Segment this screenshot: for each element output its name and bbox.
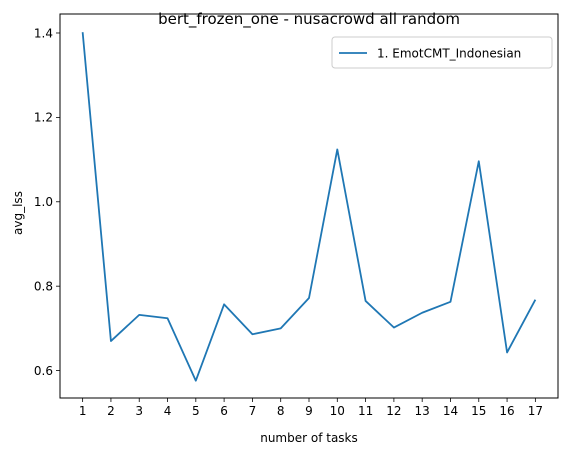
y-axis: 0.6 0.8 1.0 1.2 1.4 [34, 26, 60, 378]
x-tick-label: 11 [358, 404, 373, 418]
legend-box [331, 36, 553, 69]
plot-area-frame [59, 13, 559, 399]
x-tick-label: 17 [528, 404, 543, 418]
x-tick-label: 2 [107, 404, 115, 418]
x-tick-label: 6 [220, 404, 228, 418]
y-tick-label: 0.8 [34, 279, 53, 293]
x-axis-label: number of tasks [260, 431, 358, 445]
legend: 1. EmotCMT_Indonesian [331, 36, 553, 69]
chart-title: bert_frozen_one - nusacrowd all random [158, 10, 460, 29]
x-tick-label: 12 [386, 404, 401, 418]
x-tick-label: 3 [135, 404, 143, 418]
y-tick-label: 1.0 [34, 195, 53, 209]
x-tick-label: 9 [305, 404, 313, 418]
x-tick-label: 13 [415, 404, 430, 418]
legend-entry-label: 1. EmotCMT_Indonesian [377, 47, 521, 61]
y-tick-label: 0.6 [34, 364, 53, 378]
x-tick-label: 7 [249, 404, 257, 418]
x-tick-label: 1 [79, 404, 87, 418]
y-axis-label: avg_lss [11, 191, 25, 235]
x-tick-label: 10 [330, 404, 345, 418]
y-tick-label: 1.2 [34, 111, 53, 125]
x-tick-label: 4 [164, 404, 172, 418]
x-axis: 1 2 3 4 5 6 7 8 9 10 11 12 13 14 15 16 17 [79, 398, 543, 418]
x-tick-label: 15 [471, 404, 486, 418]
x-tick-label: 14 [443, 404, 458, 418]
x-tick-label: 5 [192, 404, 200, 418]
x-tick-label: 16 [499, 404, 514, 418]
series-line [81, 32, 537, 382]
x-tick-label: 8 [277, 404, 285, 418]
y-tick-label: 1.4 [34, 26, 53, 40]
